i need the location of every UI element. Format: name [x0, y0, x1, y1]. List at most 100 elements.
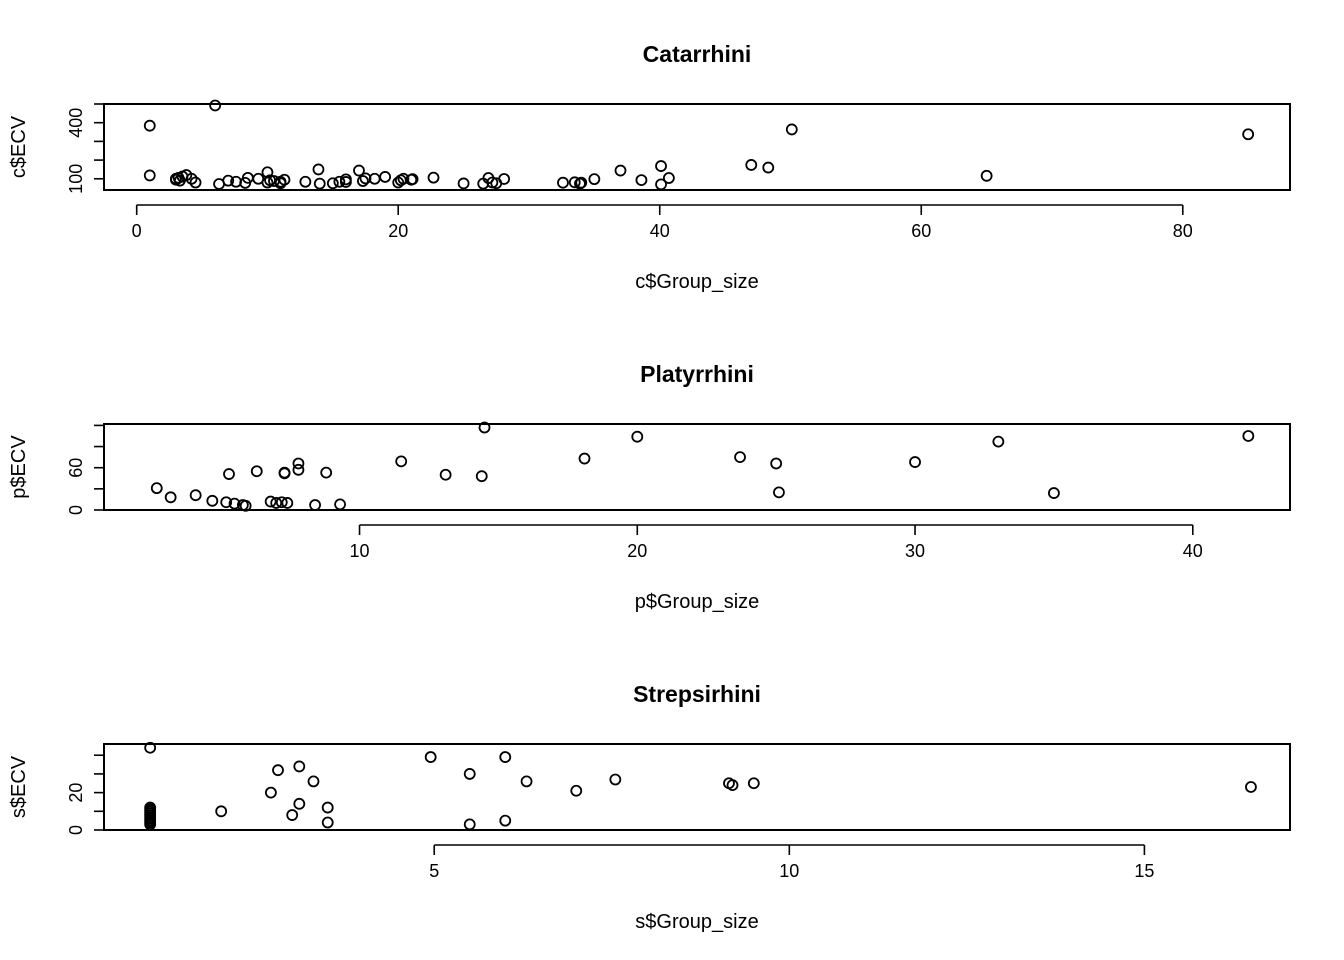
data-point [189, 176, 202, 189]
data-point [762, 161, 775, 174]
data-point [309, 499, 321, 511]
data-point [499, 751, 512, 763]
data-point [239, 499, 252, 512]
data-point [223, 468, 235, 480]
data-point [745, 159, 758, 171]
data-points [144, 741, 1257, 831]
data-point [726, 779, 739, 792]
data-point [568, 176, 581, 189]
data-point [222, 174, 235, 187]
data-point [326, 177, 339, 190]
data-point [770, 457, 783, 470]
data-point [463, 818, 476, 831]
data-point [250, 465, 263, 478]
chart-title: Strepsirhini [633, 681, 761, 707]
x-axis-label: p$Group_size [635, 591, 760, 613]
data-point [209, 99, 222, 112]
data-point [215, 805, 228, 818]
x-tick-label: 0 [132, 221, 142, 241]
panel-strepsirhini: Strepsirhini 5 10 15 0 20 s$Group_size s$EC… [8, 681, 1291, 933]
data-point [353, 164, 365, 177]
x-tick-label: 10 [350, 541, 370, 561]
y-axis-label: s$ECV [8, 755, 30, 818]
data-point [357, 175, 369, 187]
data-point [313, 177, 326, 190]
data-point [439, 468, 452, 481]
y-axis-label: p$ECV [8, 435, 30, 499]
data-point [588, 173, 601, 186]
x-tick-label: 30 [905, 541, 925, 561]
data-point [144, 741, 157, 754]
data-point [264, 495, 277, 508]
x-tick-label: 10 [779, 861, 799, 881]
y-axis: 0 60 [66, 424, 105, 515]
data-point [427, 171, 440, 184]
data-point [614, 164, 627, 177]
data-point [424, 751, 437, 763]
data-point [333, 175, 346, 188]
data-point [578, 452, 591, 465]
data-point [340, 176, 352, 188]
data-point [292, 457, 305, 470]
data-point [312, 163, 325, 176]
data-point [575, 176, 588, 189]
x-tick-label: 40 [650, 221, 670, 241]
data-point [655, 178, 667, 191]
data-point [321, 816, 334, 829]
data-point [635, 174, 648, 186]
y-axis: 100 400 [66, 103, 105, 194]
data-point [228, 497, 241, 510]
data-point [264, 786, 277, 799]
data-point [307, 775, 320, 788]
data-point [655, 160, 667, 172]
data-point [1245, 781, 1257, 793]
data-point [1048, 487, 1060, 499]
x-axis: 10 20 30 40 [350, 524, 1203, 561]
x-tick-label: 5 [429, 861, 439, 881]
x-tick-label: 80 [1173, 221, 1193, 241]
x-tick-label: 40 [1183, 541, 1203, 561]
data-points [143, 99, 1255, 191]
x-axis: 5 10 15 [429, 844, 1154, 881]
data-point [980, 169, 993, 182]
chart-title: Catarrhini [643, 41, 752, 67]
data-point [406, 173, 419, 186]
data-point [1242, 128, 1255, 141]
data-point [278, 466, 291, 479]
data-points [150, 421, 1255, 512]
data-point [1242, 430, 1255, 442]
x-tick-label: 20 [388, 221, 408, 241]
data-point [143, 169, 156, 182]
data-point [220, 496, 233, 509]
y-axis-label: c$ECV [8, 115, 30, 178]
data-point [609, 773, 622, 786]
data-point [475, 470, 488, 483]
x-axis-label: s$Group_size [635, 911, 758, 933]
data-point [499, 814, 512, 827]
data-point [185, 172, 198, 185]
data-point [498, 173, 511, 185]
x-axis: 0 20 40 60 80 [132, 204, 1193, 241]
y-tick-label: 400 [66, 108, 86, 138]
data-point [299, 175, 312, 188]
data-point [379, 171, 392, 183]
x-tick-label: 20 [627, 541, 647, 561]
data-point [321, 801, 334, 814]
y-axis: 0 20 [66, 754, 105, 835]
data-point [206, 494, 219, 507]
plot-frame [103, 743, 1291, 831]
data-point [992, 435, 1005, 448]
panel-catarrhini: Catarrhini 0 20 40 60 80 100 400 c$Group_size… [8, 41, 1291, 293]
data-point [272, 764, 284, 777]
x-axis-label: c$Group_size [635, 271, 758, 293]
data-point [557, 176, 569, 189]
data-point [662, 172, 675, 184]
data-point [293, 797, 306, 810]
data-point [270, 497, 283, 509]
data-point [293, 760, 306, 773]
data-point [570, 784, 583, 797]
data-point [286, 809, 299, 821]
data-point [275, 496, 288, 509]
data-point [144, 818, 157, 831]
